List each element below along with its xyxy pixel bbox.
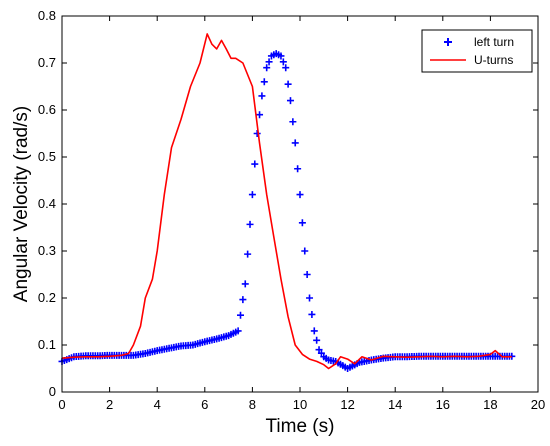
data-point-marker — [258, 92, 266, 100]
y-axis-title: Angular Velocity (rad/s) — [11, 106, 32, 302]
data-point-marker — [306, 294, 314, 302]
data-point-marker — [263, 64, 271, 72]
x-tick-label: 16 — [436, 397, 450, 412]
y-tick-label: 0.4 — [38, 196, 56, 211]
data-point-marker — [301, 247, 309, 255]
y-tick-label: 0.6 — [38, 102, 56, 117]
axis-ticks: 0 2 4 6 8 10 12 14 16 18 20 0 0.1 0.2 0.3 0.4 0.5 0.6 0.7 0… — [38, 8, 545, 412]
data-point-marker — [308, 310, 316, 318]
x-tick-label: 14 — [388, 397, 402, 412]
y-tick-label: 0.5 — [38, 149, 56, 164]
data-point-marker — [317, 349, 325, 357]
data-point-marker — [296, 191, 304, 199]
x-tick-label: 0 — [58, 397, 65, 412]
legend-marker-left-turn — [444, 38, 452, 46]
data-point-marker — [234, 327, 242, 335]
x-tick-label: 20 — [531, 397, 545, 412]
y-tick-label: 0.7 — [38, 55, 56, 70]
x-tick-label: 4 — [154, 397, 161, 412]
data-point-marker — [303, 271, 311, 278]
data-point-marker — [253, 130, 261, 137]
x-tick-label: 10 — [293, 397, 307, 412]
data-point-marker — [282, 64, 290, 72]
y-tick-label: 0.1 — [38, 337, 56, 352]
y-tick-label: 0.2 — [38, 290, 56, 305]
y-tick-label: 0.8 — [38, 8, 56, 23]
data-point-marker — [279, 58, 287, 66]
data-point-marker — [256, 111, 264, 119]
data-point-marker — [248, 191, 256, 199]
x-tick-label: 12 — [340, 397, 354, 412]
data-point-marker — [237, 311, 244, 319]
data-point-marker — [260, 78, 268, 86]
y-tick-label: 0.3 — [38, 243, 56, 258]
series-line-u-turns — [61, 33, 512, 370]
data-point-marker — [246, 220, 254, 228]
legend: left turn U-turns — [421, 29, 533, 73]
legend-label-u-turns: U-turns — [474, 53, 513, 67]
legend-label-left-turn: left turn — [474, 35, 514, 49]
x-tick-label: 2 — [106, 397, 113, 412]
data-point-marker — [289, 118, 297, 126]
y-tick-label: 0 — [49, 384, 56, 399]
data-point-marker — [286, 97, 294, 105]
legend-box — [421, 29, 533, 73]
data-point-marker — [244, 250, 252, 258]
data-point-marker — [277, 52, 285, 60]
data-point-marker — [284, 80, 292, 88]
data-layer — [58, 33, 516, 372]
data-point-marker — [251, 160, 259, 168]
data-point-marker — [310, 327, 318, 335]
x-tick-label: 8 — [249, 397, 256, 412]
data-point-marker — [315, 346, 323, 354]
data-point-marker — [298, 219, 306, 227]
x-axis-title: Time (s) — [266, 416, 335, 437]
data-point-marker — [313, 336, 321, 344]
x-tick-label: 6 — [201, 397, 208, 412]
x-tick-label: 18 — [483, 397, 497, 412]
data-point-marker — [265, 58, 273, 66]
data-point-marker — [241, 280, 249, 288]
data-point-marker — [239, 296, 247, 304]
data-point-marker — [291, 139, 299, 147]
data-point-marker — [294, 165, 302, 173]
